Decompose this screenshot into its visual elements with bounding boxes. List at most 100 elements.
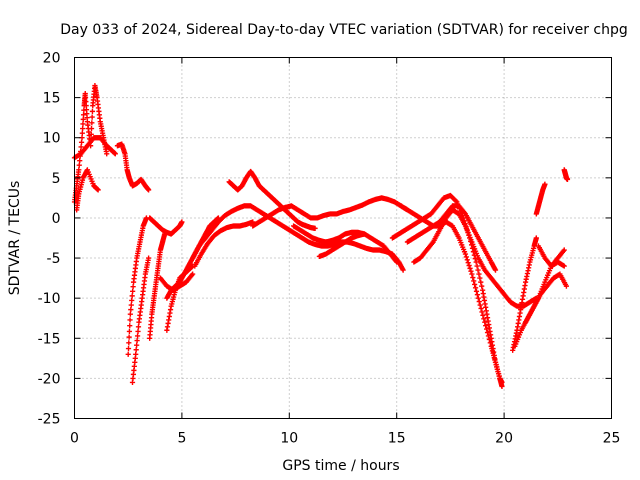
series-arc-l: [190, 203, 406, 273]
x-axis-label: GPS time / hours: [282, 458, 399, 474]
data-point: [127, 323, 133, 329]
series-arc-k: [157, 271, 196, 293]
series-arc-c: [74, 167, 101, 213]
data-point: [89, 108, 96, 114]
series-arc-a: [71, 82, 110, 205]
series-arc-end: [561, 167, 571, 183]
y-tick-label: 0: [52, 211, 61, 227]
data-point: [474, 292, 481, 298]
x-tick-label: 0: [70, 431, 79, 447]
data-point: [466, 262, 472, 269]
data-point: [483, 323, 489, 329]
data-point: [472, 285, 479, 291]
data-point: [477, 302, 483, 308]
data-point: [453, 198, 459, 204]
data-point: [89, 114, 95, 120]
data-point: [479, 283, 485, 289]
chart-title: Day 033 of 2024, Sidereal Day-to-day VTE…: [60, 22, 628, 38]
data-point: [480, 312, 486, 318]
data-point: [89, 120, 95, 126]
data-point: [465, 260, 471, 266]
data-point: [533, 235, 539, 241]
y-tick-label: 10: [43, 131, 61, 147]
data-point: [463, 254, 469, 260]
data-point: [474, 263, 480, 269]
data-point: [561, 263, 567, 269]
data-point: [477, 275, 483, 281]
data-point: [112, 151, 118, 157]
data-point: [468, 268, 474, 274]
data-point: [475, 267, 481, 273]
data-point: [77, 158, 83, 164]
series-arc-u: [411, 207, 539, 309]
data-point: [394, 259, 400, 265]
data-point: [499, 383, 505, 390]
data-point: [78, 139, 85, 145]
x-tick-label: 20: [495, 431, 513, 447]
data-point: [179, 219, 185, 225]
x-tick-label: 5: [177, 431, 186, 447]
data-point: [476, 299, 482, 305]
y-axis-label: SDTVAR / TECUs: [7, 181, 23, 296]
data-point: [130, 288, 136, 294]
series-arc-f: [129, 255, 152, 385]
series-arc-q: [316, 231, 368, 260]
x-tick-label: 15: [388, 431, 406, 447]
data-point: [564, 176, 571, 183]
data-point: [563, 283, 569, 289]
data-point: [134, 333, 141, 339]
data-point: [104, 151, 110, 157]
data-point: [79, 130, 85, 136]
gridlines: [74, 57, 612, 419]
axis-ticks: [74, 57, 612, 419]
x-tick-label: 10: [280, 431, 298, 447]
y-tick-label: -25: [38, 412, 61, 428]
series-arc-n: [226, 168, 318, 231]
series-arc-z: [533, 181, 548, 217]
data-point: [125, 345, 132, 352]
data-point: [133, 351, 139, 357]
data-point: [146, 255, 152, 261]
series-arc-y: [535, 243, 567, 269]
data-point: [476, 271, 482, 277]
series-arc-d: [114, 141, 152, 193]
data-point: [127, 311, 133, 317]
data-point: [467, 265, 473, 271]
data-point: [561, 247, 567, 253]
data-point: [462, 251, 469, 257]
data-point: [127, 317, 133, 323]
y-tick-label: 15: [43, 91, 61, 107]
data-points: [71, 82, 571, 390]
data-point: [88, 125, 95, 132]
data-point: [478, 305, 484, 312]
data-point: [133, 347, 139, 353]
data-point: [130, 284, 136, 290]
data-point: [76, 167, 82, 173]
data-point: [473, 288, 480, 294]
data-point: [469, 271, 475, 277]
data-point: [134, 337, 140, 344]
data-point: [492, 267, 499, 273]
series-arc-r: [398, 203, 505, 385]
series-arc-t: [404, 203, 499, 273]
y-tick-label: -10: [38, 291, 61, 307]
y-tick-label: -15: [38, 331, 61, 347]
data-point: [475, 295, 481, 301]
data-point: [129, 293, 135, 299]
data-point: [80, 121, 86, 127]
data-point: [312, 225, 318, 231]
data-point: [470, 274, 476, 281]
data-point: [134, 342, 140, 348]
y-tick-label: 5: [52, 171, 61, 187]
data-point: [471, 278, 477, 284]
data-point: [80, 116, 86, 122]
data-point: [126, 340, 132, 346]
x-tick-labels: 0 5 10 15 20 25: [70, 431, 620, 447]
data-point: [479, 309, 485, 315]
y-tick-label: -20: [38, 371, 61, 387]
series-arc-g: [147, 231, 168, 341]
x-tick-label: 25: [603, 431, 621, 447]
data-point: [126, 334, 132, 340]
data-point: [128, 307, 134, 313]
data-point: [88, 131, 94, 137]
